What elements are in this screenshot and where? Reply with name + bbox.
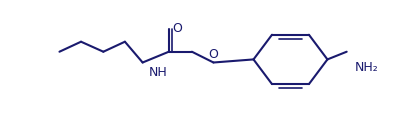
Text: O: O: [172, 22, 182, 35]
Text: NH: NH: [148, 66, 167, 79]
Text: NH₂: NH₂: [354, 61, 377, 74]
Text: O: O: [208, 48, 218, 61]
